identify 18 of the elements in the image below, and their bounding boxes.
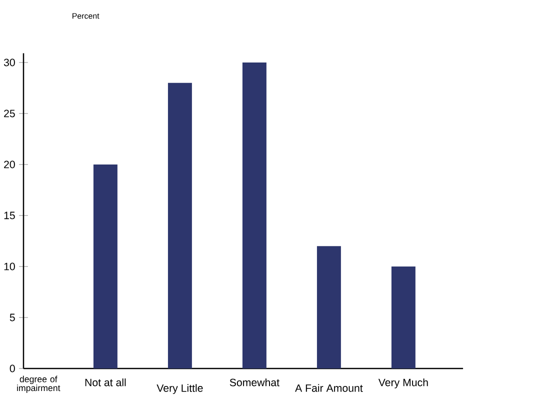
x-tick-label: Very Much (378, 378, 428, 388)
x-tick-label: Not at all (85, 378, 126, 386)
bar (242, 62, 266, 368)
y-tick-label: 0 (10, 364, 15, 372)
y-tick-label: 15 (4, 212, 15, 220)
bar (316, 246, 341, 368)
y-tick-label: 10 (4, 262, 15, 270)
bar (93, 164, 118, 368)
x-axis-title: degree of impairment (17, 376, 60, 393)
y-tick-label: 25 (4, 110, 15, 118)
bar (391, 266, 416, 368)
bar (168, 82, 192, 368)
y-tick-label: 20 (4, 160, 15, 168)
y-tick-label: 5 (10, 314, 15, 322)
x-tick-label: A Fair Amount (295, 384, 363, 392)
x-tick-label: Somewhat (230, 378, 280, 386)
x-tick-label: Very Little (156, 384, 203, 394)
y-tick-label: 30 (4, 58, 15, 66)
